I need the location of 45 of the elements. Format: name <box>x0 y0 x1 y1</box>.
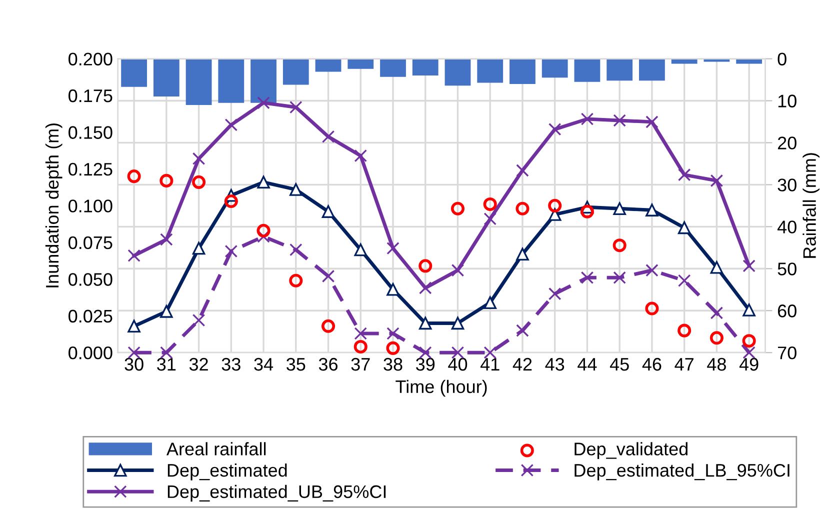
y-axis-title: Inundation depth (m) <box>45 123 62 288</box>
y2-tick-label: 40 <box>777 220 796 234</box>
x-tick-label: 38 <box>384 358 402 371</box>
y-tick-label: 0.075 <box>68 236 112 250</box>
y2-tick-label: 50 <box>778 262 796 276</box>
y-tick-label: 0.050 <box>68 273 112 286</box>
y2-tick-label: 70 <box>778 346 796 360</box>
x-tick-label: 46 <box>642 358 662 371</box>
legend-label: Dep_estimated_LB_95%CI <box>574 463 790 480</box>
y2-tick-label: 10 <box>778 94 796 108</box>
x-tick-label: 33 <box>222 358 240 371</box>
y2-tick-label: 0 <box>778 52 786 66</box>
y-tick-label: 0.200 <box>68 52 112 66</box>
y2-tick-label: 60 <box>778 304 796 318</box>
legend-label: Dep_estimated_UB_95%CI <box>168 484 386 502</box>
x-tick-label: 43 <box>545 358 564 371</box>
x-tick-label: 40 <box>448 358 468 371</box>
legend-label: Dep_validated <box>574 442 688 459</box>
y-tick-label: 0.125 <box>68 162 112 176</box>
y-tick-label: 0.100 <box>68 200 112 212</box>
x-tick-label: 41 <box>480 358 500 371</box>
x-tick-label: 32 <box>189 358 208 371</box>
x-tick-label: 34 <box>254 358 274 371</box>
y-tick-label: 0.025 <box>68 310 112 323</box>
x-axis-title: Time (hour) <box>396 380 487 397</box>
x-tick-label: 47 <box>674 358 694 371</box>
x-tick-label: 36 <box>318 358 338 371</box>
x-tick-label: 49 <box>739 358 758 371</box>
x-tick-label: 35 <box>286 358 306 371</box>
y2-axis-title: Rainfall (mm) <box>802 153 820 258</box>
y2-tick-label: 20 <box>778 136 796 150</box>
x-tick-label: 31 <box>157 358 176 371</box>
y-tick-label: 0.175 <box>68 89 112 102</box>
x-tick-label: 37 <box>351 358 370 371</box>
legend-label: Areal rainfall <box>166 442 266 456</box>
x-tick-label: 48 <box>707 358 726 371</box>
legend-label: Dep_estimated <box>168 463 287 480</box>
x-tick-label: 39 <box>416 358 435 371</box>
x-tick-label: 45 <box>610 358 629 371</box>
y-tick-label: 0.150 <box>68 126 112 139</box>
x-tick-label: 30 <box>124 358 144 371</box>
x-tick-label: 44 <box>578 358 597 371</box>
x-tick-label: 42 <box>512 358 532 371</box>
y2-tick-label: 30 <box>778 178 796 192</box>
y-tick-label: 0.000 <box>68 346 112 360</box>
